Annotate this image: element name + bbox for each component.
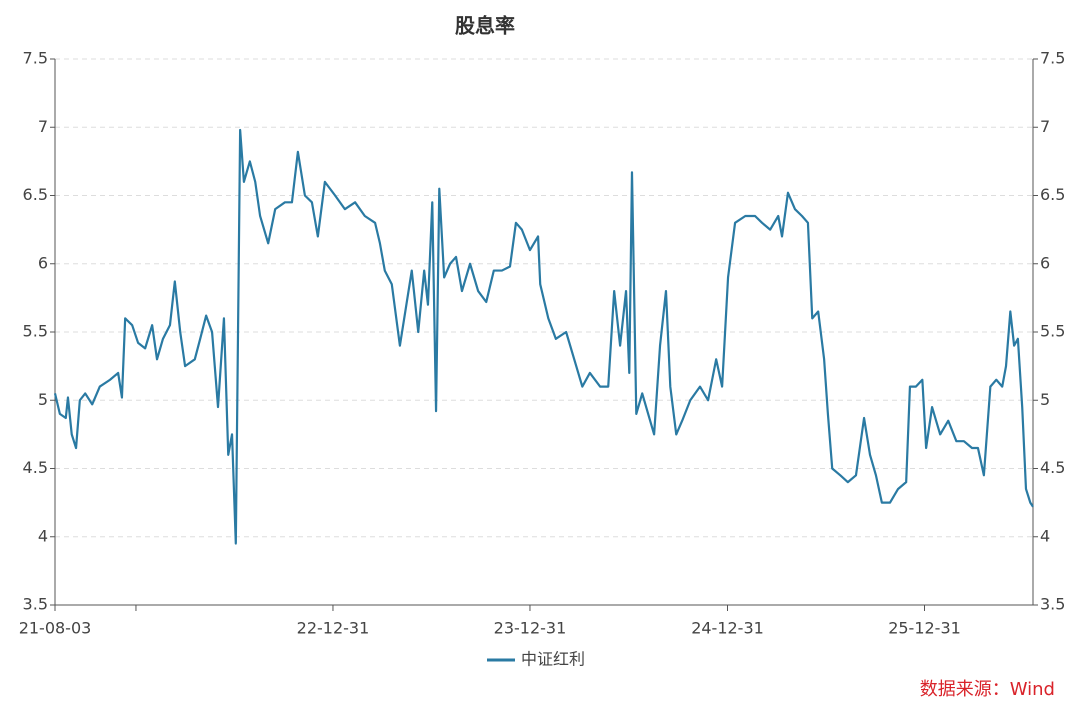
y2-tick-label: 4.5 [1040, 458, 1065, 477]
y2-tick-label: 6.5 [1040, 185, 1065, 204]
legend-label: 中证红利 [521, 650, 585, 669]
y-tick-label: 6.5 [23, 185, 48, 204]
y2-tick-label: 5.5 [1040, 322, 1065, 341]
chart-title: 股息率 [455, 14, 515, 38]
y-tick-label: 7 [38, 117, 48, 136]
y-tick-label: 5.5 [23, 322, 48, 341]
x-tick-label: 21-08-03 [19, 619, 92, 638]
data-line [53, 128, 1034, 545]
y-tick-label: 5 [38, 390, 48, 409]
y-tick-label: 4.5 [23, 458, 48, 477]
y2-tick-label: 5 [1040, 390, 1050, 409]
x-tick-label: 25-12-31 [888, 619, 961, 638]
source-note: 数据来源：Wind [920, 679, 1055, 700]
y-tick-label: 7.5 [23, 49, 48, 68]
y2-tick-label: 4 [1040, 526, 1050, 545]
x-tick-label: 24-12-31 [691, 619, 764, 638]
y-tick-label: 4 [38, 526, 48, 545]
x-tick-label: 23-12-31 [494, 619, 567, 638]
y2-tick-label: 6 [1040, 253, 1050, 272]
y2-tick-label: 7.5 [1040, 49, 1065, 68]
y2-tick-label: 7 [1040, 117, 1050, 136]
y-tick-label: 6 [38, 253, 48, 272]
y2-tick-label: 3.5 [1040, 595, 1065, 614]
y-tick-label: 3.5 [23, 595, 48, 614]
x-tick-label: 22-12-31 [297, 619, 370, 638]
